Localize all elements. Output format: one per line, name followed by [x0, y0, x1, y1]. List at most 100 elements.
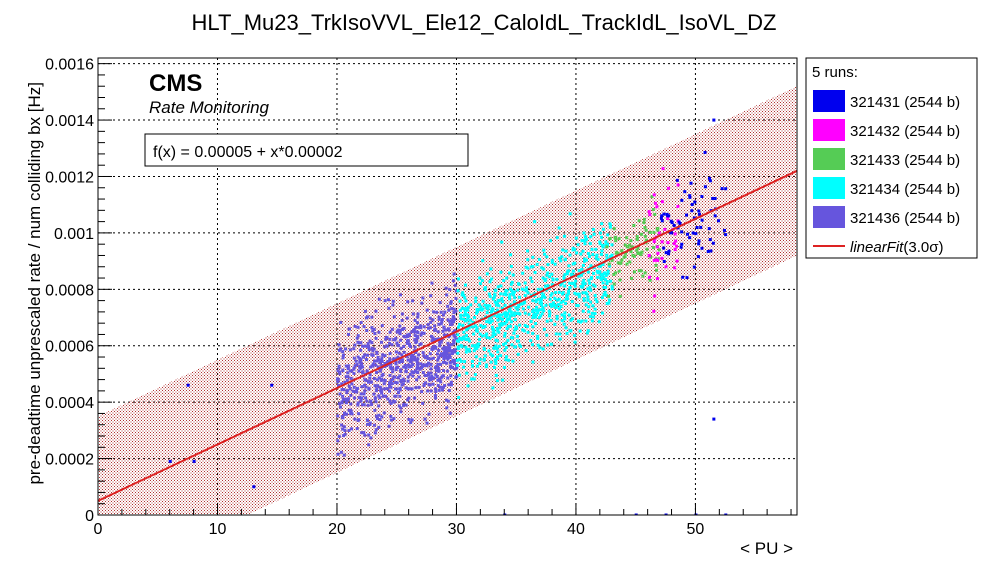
fit-band	[98, 86, 797, 515]
data-point	[517, 295, 521, 299]
data-point	[581, 309, 585, 313]
data-point	[519, 302, 523, 306]
data-point	[372, 423, 376, 427]
data-point	[447, 308, 451, 312]
data-point	[364, 396, 368, 400]
data-point	[711, 196, 715, 200]
data-point	[592, 271, 596, 275]
data-point	[679, 245, 683, 249]
data-point	[413, 355, 417, 359]
data-point	[427, 371, 431, 375]
data-point	[617, 269, 621, 273]
data-point	[660, 240, 664, 244]
data-point	[514, 312, 518, 316]
data-point	[447, 347, 451, 351]
data-point	[531, 299, 535, 303]
data-point	[362, 355, 366, 359]
data-point	[564, 301, 568, 305]
data-point	[446, 355, 450, 359]
data-point	[489, 267, 493, 271]
data-point	[518, 312, 522, 316]
data-point	[634, 513, 638, 515]
data-point	[381, 353, 385, 357]
data-point	[657, 248, 661, 252]
data-point	[531, 255, 535, 259]
data-point	[407, 417, 411, 421]
data-point	[475, 326, 479, 330]
data-point	[724, 187, 728, 191]
data-point	[607, 262, 611, 266]
data-point	[561, 299, 565, 303]
data-point	[415, 334, 419, 338]
data-point	[466, 308, 470, 312]
legend: 5 runs: 321431 (2544 b) 321432 (2544 b) 32…	[805, 57, 978, 259]
data-point	[402, 350, 406, 354]
data-point	[494, 338, 498, 342]
data-point	[489, 360, 493, 364]
data-point	[508, 292, 512, 296]
data-point	[483, 287, 487, 291]
data-point	[581, 249, 585, 253]
data-point	[356, 355, 360, 359]
data-point	[366, 403, 370, 407]
data-point	[539, 299, 543, 303]
data-point	[383, 299, 387, 303]
data-point	[505, 276, 509, 280]
data-point	[505, 314, 509, 318]
data-point	[711, 241, 715, 245]
data-point	[568, 253, 572, 257]
data-point	[548, 297, 552, 301]
data-point	[426, 357, 430, 361]
data-point	[570, 299, 574, 303]
data-point	[659, 216, 663, 220]
data-point	[418, 367, 422, 371]
data-point	[643, 226, 647, 230]
data-point	[530, 280, 534, 284]
data-point	[697, 212, 701, 216]
data-point	[596, 257, 600, 261]
data-point	[550, 304, 554, 308]
data-point	[583, 257, 587, 261]
data-point	[413, 396, 417, 400]
data-point	[374, 400, 378, 404]
data-point	[444, 352, 448, 356]
data-point	[563, 273, 567, 277]
data-point	[367, 433, 371, 437]
data-point	[488, 280, 492, 284]
data-point	[365, 369, 369, 373]
data-point	[485, 336, 489, 340]
data-point	[593, 307, 597, 311]
data-point	[627, 243, 631, 247]
data-point	[604, 240, 608, 244]
data-point	[375, 387, 379, 391]
data-point	[491, 297, 495, 301]
data-point	[550, 303, 554, 307]
data-point	[483, 324, 487, 328]
data-point	[577, 269, 581, 273]
data-point	[591, 304, 595, 308]
data-point	[441, 313, 445, 317]
data-point	[448, 288, 452, 292]
data-point	[493, 300, 497, 304]
data-point	[387, 306, 391, 310]
data-point	[372, 392, 376, 396]
data-point	[586, 329, 590, 333]
data-point	[530, 343, 534, 347]
x-tick-label: 0	[94, 521, 103, 538]
data-point	[377, 376, 381, 380]
data-point	[440, 320, 444, 324]
data-point	[494, 288, 498, 292]
data-point	[660, 214, 664, 218]
data-point	[448, 323, 452, 327]
data-point	[409, 364, 413, 368]
data-point	[441, 347, 445, 351]
data-point	[270, 383, 274, 387]
data-point	[549, 293, 553, 297]
data-point	[457, 396, 461, 400]
data-point	[345, 412, 349, 416]
data-point	[522, 329, 526, 333]
data-point	[452, 362, 456, 366]
data-point	[707, 176, 711, 180]
data-point	[431, 336, 435, 340]
data-point	[357, 396, 361, 400]
